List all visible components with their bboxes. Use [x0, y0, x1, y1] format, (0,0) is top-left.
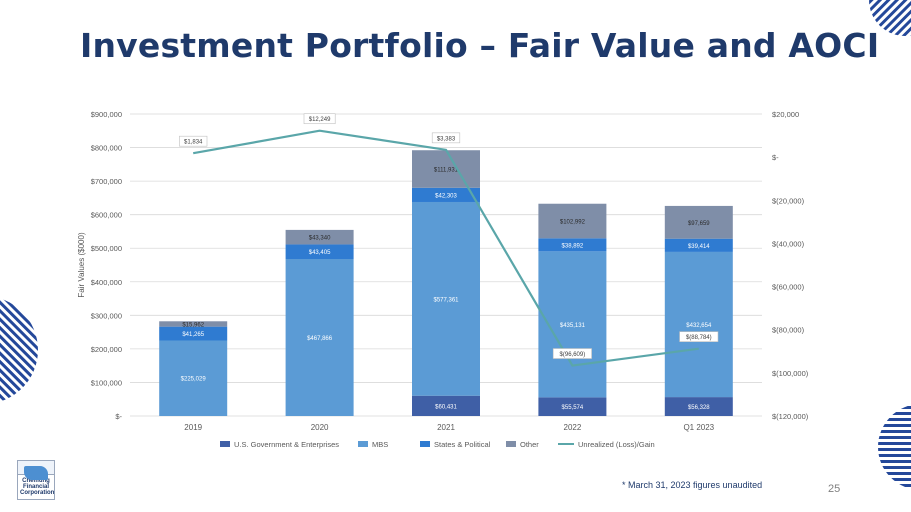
- legend-label: U.S. Government & Enterprises: [234, 440, 339, 449]
- bar-data-label: $435,131: [560, 323, 586, 329]
- line-label-box: [179, 135, 208, 147]
- bar-data-label: $43,405: [309, 250, 331, 256]
- decor-stripes-top-right: [869, 0, 911, 36]
- bar-mbs: [538, 251, 607, 398]
- y-tick-label: $300,000: [91, 311, 122, 320]
- line-data-label: $3,383: [437, 136, 456, 142]
- y-tick-label: $600,000: [91, 211, 122, 220]
- legend-label: Unrealized (Loss)/Gain: [578, 440, 655, 449]
- bar-data-label: $39,414: [688, 244, 710, 250]
- x-tick-label: 2019: [184, 423, 202, 432]
- y2-tick-label: $(20,000): [772, 196, 805, 205]
- y2-tick-label: $(80,000): [772, 326, 805, 335]
- bar-data-label: $432,654: [686, 323, 712, 329]
- bar-data-label: $41,265: [182, 332, 204, 338]
- y-tick-label: $200,000: [91, 345, 122, 354]
- x-tick-label: 2021: [437, 423, 455, 432]
- decor-stripes-left: [0, 296, 38, 404]
- bar-states-political: [538, 238, 607, 252]
- bar-data-label: $102,992: [560, 220, 586, 226]
- bar-data-label: $60,431: [435, 404, 457, 410]
- y2-tick-label: $20,000: [772, 110, 799, 119]
- bar-data-label: $467,866: [307, 336, 333, 342]
- slide-title: Investment Portfolio – Fair Value and AO…: [80, 26, 880, 65]
- line-data-label: $(88,784): [686, 335, 712, 341]
- bar-data-label: $225,029: [181, 377, 207, 383]
- legend-swatch: [220, 441, 230, 447]
- bar-data-label: $42,303: [435, 193, 457, 199]
- bar-u-s-government-enterprises: [538, 397, 607, 416]
- footnote: * March 31, 2023 figures unaudited: [622, 480, 763, 490]
- line-data-label: $12,249: [309, 117, 331, 123]
- bar-u-s-government-enterprises: [412, 395, 480, 416]
- bar-data-label: $577,361: [433, 297, 459, 303]
- y2-tick-label: $(60,000): [772, 283, 805, 292]
- y-tick-label: $800,000: [91, 144, 122, 153]
- bar-mbs: [159, 340, 228, 416]
- bar-states-political: [285, 244, 354, 260]
- legend-swatch: [506, 441, 516, 447]
- bar-other: [159, 321, 228, 327]
- y2-tick-label: $-: [772, 153, 779, 162]
- line-label-box: [303, 113, 336, 125]
- legend-swatch: [358, 441, 368, 447]
- bar-mbs: [285, 259, 354, 416]
- y-tick-label: $700,000: [91, 177, 122, 186]
- x-tick-label: 2022: [564, 423, 582, 432]
- legend-swatch: [420, 441, 430, 447]
- line-label-box: [679, 331, 719, 342]
- y-tick-label: $100,000: [91, 378, 122, 387]
- bar-data-label: $111,931: [434, 168, 459, 174]
- bar-data-label: $38,892: [562, 243, 584, 249]
- page-number: 25: [828, 483, 841, 495]
- x-tick-label: Q1 2023: [683, 423, 714, 432]
- bar-u-s-government-enterprises: [664, 397, 733, 416]
- y2-tick-label: $(40,000): [772, 239, 805, 248]
- line-data-label: $1,834: [184, 140, 203, 146]
- bar-other: [285, 229, 354, 245]
- bar-mbs: [664, 251, 733, 398]
- legend-label: Other: [520, 440, 539, 449]
- y-tick-label: $400,000: [91, 278, 122, 287]
- bar-other: [538, 203, 607, 239]
- company-logo: Chemung Financial Corporation: [17, 460, 55, 500]
- bar-other: [412, 150, 480, 188]
- bar-data-label: $15,962: [182, 322, 204, 328]
- bar-data-label: $55,574: [562, 405, 584, 411]
- bar-data-label: $56,328: [688, 405, 710, 411]
- decor-stripes-bottom-right: [878, 406, 911, 487]
- x-tick-label: 2020: [311, 423, 329, 432]
- y2-tick-label: $(100,000): [772, 369, 809, 378]
- bar-data-label: $43,340: [309, 236, 331, 242]
- logo-flag-icon: [24, 466, 48, 480]
- unrealized-loss-gain-line: [193, 129, 699, 367]
- y-tick-label: $500,000: [91, 244, 122, 253]
- bar-states-political: [159, 326, 228, 341]
- y-tick-label: $-: [115, 412, 122, 421]
- bar-mbs: [412, 201, 480, 396]
- legend-label: MBS: [372, 440, 388, 449]
- line-label-box: [431, 132, 461, 144]
- y-tick-label: $900,000: [91, 110, 122, 119]
- bar-states-political: [412, 187, 480, 202]
- bar-data-label: $97,659: [688, 221, 710, 227]
- y-axis-label: Fair Values ($000): [77, 232, 86, 298]
- y2-tick-label: $(120,000): [772, 412, 809, 421]
- line-label-box: [552, 348, 592, 359]
- legend-label: States & Political: [434, 440, 491, 449]
- bar-other: [664, 205, 733, 239]
- line-data-label: $(96,609): [560, 352, 586, 358]
- bar-states-political: [664, 238, 733, 252]
